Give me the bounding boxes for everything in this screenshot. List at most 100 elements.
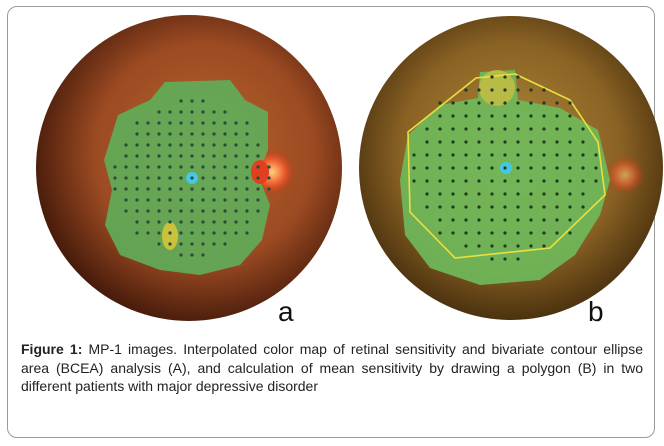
stimulus-dot [542,140,545,143]
stimulus-dot [516,205,519,208]
stimulus-dot [503,153,506,156]
stimulus-dot [212,154,215,157]
stimulus-dot [555,153,558,156]
stimulus-dot [490,244,493,247]
stimulus-dot [529,101,532,104]
stimulus-dot [438,114,441,117]
stimulus-dot [190,154,193,157]
stimulus-dot [146,143,149,146]
stimulus-dot [201,99,204,102]
stimulus-dot [542,218,545,221]
stimulus-dot [256,209,259,212]
stimulus-dot [179,209,182,212]
stimulus-dot [490,257,493,260]
stimulus-dot [516,140,519,143]
stimulus-dot [490,218,493,221]
stimulus-dot [190,165,193,168]
stimulus-dot [451,140,454,143]
stimulus-dot [425,140,428,143]
stimulus-dot [201,187,204,190]
stimulus-dot [490,166,493,169]
stimulus-dot [146,209,149,212]
stimulus-dot [503,88,506,91]
stimulus-dot [146,132,149,135]
stimulus-dot [223,176,226,179]
stimulus-dot [464,205,467,208]
stimulus-dot [477,127,480,130]
stimulus-dot [516,231,519,234]
stimulus-dot [223,187,226,190]
stimulus-dot [256,143,259,146]
stimulus-dot [568,140,571,143]
stimulus-dot [223,165,226,168]
stimulus-dot [179,132,182,135]
stimulus-dot [157,198,160,201]
stimulus-dot [503,257,506,260]
stimulus-dot [124,165,127,168]
stimulus-dot [438,166,441,169]
stimulus-dot [157,121,160,124]
stimulus-dot [124,143,127,146]
stimulus-dot [477,218,480,221]
stimulus-dot [135,209,138,212]
stimulus-dot [542,179,545,182]
stimulus-dot [529,88,532,91]
stimulus-dot [245,231,248,234]
stimulus-dot [438,101,441,104]
stimulus-dot [256,154,259,157]
stimulus-dot [256,165,259,168]
stimulus-dot [555,127,558,130]
stimulus-dot [464,88,467,91]
stimulus-dot [157,165,160,168]
stimulus-dot [234,143,237,146]
stimulus-dot [168,242,171,245]
stimulus-dot [425,153,428,156]
stimulus-dot [581,192,584,195]
stimulus-dot [542,192,545,195]
stimulus-dot [464,166,467,169]
stimulus-dot [245,220,248,223]
stimulus-dot [451,101,454,104]
stimulus-dot [223,220,226,223]
stimulus-dot [529,231,532,234]
stimulus-dot [464,140,467,143]
stimulus-dot [212,165,215,168]
stimulus-dot [245,198,248,201]
stimulus-dot [245,187,248,190]
stimulus-dot [529,153,532,156]
stimulus-dot [146,165,149,168]
stimulus-dot [146,154,149,157]
stimulus-dot [234,231,237,234]
stimulus-dot [223,154,226,157]
stimulus-dot [201,209,204,212]
stimulus-dot [581,166,584,169]
stimulus-dot [477,179,480,182]
stimulus-dot [179,154,182,157]
stimulus-dot [201,176,204,179]
stimulus-dot [212,121,215,124]
stimulus-dot [555,114,558,117]
stimulus-dot [490,205,493,208]
stimulus-dot [477,244,480,247]
stimulus-dot [124,187,127,190]
stimulus-dot [464,218,467,221]
stimulus-dot [529,140,532,143]
stimulus-dot [146,187,149,190]
stimulus-dot [451,166,454,169]
stimulus-dot [412,179,415,182]
stimulus-dot [168,143,171,146]
stimulus-dot [234,176,237,179]
stimulus-dot [190,110,193,113]
stimulus-dot [477,205,480,208]
stimulus-dot [555,140,558,143]
stimulus-dot [451,179,454,182]
stimulus-dot [516,179,519,182]
stimulus-dot [503,127,506,130]
stimulus-dot [135,198,138,201]
stimulus-dot [212,176,215,179]
stimulus-dot [542,127,545,130]
stimulus-dot [245,154,248,157]
stimulus-dot [568,231,571,234]
stimulus-dot [212,187,215,190]
stimulus-dot [234,209,237,212]
